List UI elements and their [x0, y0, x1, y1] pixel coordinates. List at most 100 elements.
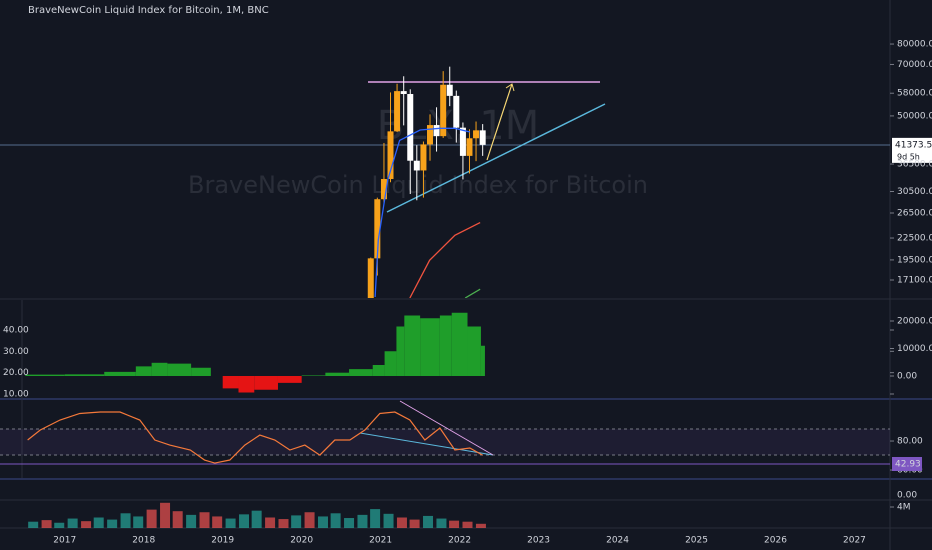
volume-bar — [146, 509, 157, 528]
rsi-trend-low — [359, 432, 494, 456]
price-badge — [892, 137, 932, 152]
y-tick-label: 17100.00 — [897, 275, 932, 285]
rsi-band — [0, 429, 890, 455]
candle-body — [400, 91, 407, 95]
volume-bar — [265, 517, 276, 528]
candle-body — [367, 258, 374, 298]
countdown: 9d 5h — [897, 152, 920, 161]
x-tick-label: 2021 — [369, 536, 392, 546]
candle-body — [440, 84, 447, 137]
volume-bar — [133, 516, 144, 528]
histogram-area — [25, 374, 65, 376]
volume-bar — [409, 519, 420, 528]
y-tick-label: 10.00 — [3, 389, 29, 399]
y-tick-label: 4M — [897, 502, 911, 512]
histogram-area — [404, 315, 421, 376]
candle-body — [446, 84, 453, 96]
histogram-area — [480, 345, 485, 376]
y-tick-label: 40.00 — [3, 325, 29, 335]
volume-bar — [199, 512, 210, 528]
y-tick-label: 22500.00 — [897, 234, 932, 244]
volume-bar — [278, 519, 289, 528]
x-tick-label: 2025 — [685, 536, 708, 546]
candle-body — [413, 160, 420, 171]
histogram-area — [451, 312, 468, 376]
volume-bar — [54, 522, 65, 528]
candle-body — [433, 125, 440, 137]
volume-bar — [93, 517, 104, 528]
candle-body — [453, 95, 460, 128]
x-tick-label: 2023 — [527, 536, 550, 546]
volume-bar — [357, 514, 368, 528]
histogram-area — [372, 364, 385, 376]
histogram-area — [135, 366, 152, 376]
y-tick-label: 30.00 — [3, 347, 29, 357]
volume-bar — [172, 511, 183, 528]
histogram-area — [277, 375, 302, 383]
volume-bar — [304, 512, 315, 528]
volume-bar — [81, 521, 92, 528]
volume-bar — [396, 517, 407, 528]
volume-bar — [436, 518, 447, 528]
histogram-area — [254, 375, 278, 390]
x-tick-label: 2027 — [843, 536, 866, 546]
last-price: 41373.55 — [895, 140, 932, 150]
y-tick-label: 26500.00 — [897, 208, 932, 218]
candle-body — [459, 127, 466, 156]
y-tick-label: 10000.00 — [897, 344, 932, 354]
histogram-area — [439, 315, 452, 376]
volume-bar — [317, 516, 328, 528]
histogram-area — [384, 351, 397, 376]
histogram-area — [420, 318, 440, 376]
y-tick-label: 30500.00 — [897, 187, 932, 197]
histogram-area — [167, 363, 192, 376]
histogram-area — [104, 371, 136, 376]
candle-body — [479, 130, 486, 145]
empty-panel-tick: 0.00 — [897, 491, 917, 501]
panel — [25, 312, 485, 393]
y-tick-label: 0.00 — [897, 371, 917, 381]
histogram-area — [349, 369, 373, 376]
volume-bar — [186, 514, 197, 528]
volume-bar — [120, 513, 131, 528]
y-tick-label: 70000.00 — [897, 60, 932, 70]
moving-average — [374, 127, 471, 298]
candle-body — [394, 91, 401, 132]
y-tick-label: 20.00 — [3, 368, 29, 378]
x-tick-label: 2017 — [53, 536, 76, 546]
moving-average — [409, 221, 481, 298]
watermark: BraveNewCoin Liquid Index for Bitcoin — [188, 171, 648, 199]
volume-bar — [251, 510, 262, 528]
candle-body — [420, 144, 427, 171]
y-tick-label: 19500.00 — [897, 255, 932, 265]
volume-bar — [67, 518, 78, 528]
histogram-area — [301, 375, 326, 376]
value-badge — [892, 457, 922, 471]
x-tick-label: 2018 — [132, 536, 155, 546]
histogram-area — [396, 326, 405, 376]
volume-bar — [28, 521, 39, 528]
histogram-area — [191, 367, 211, 376]
y-tick-label: 20000.00 — [897, 316, 932, 326]
candle-body — [426, 125, 433, 145]
last-value: 42.93 — [895, 460, 921, 470]
y-tick-label: 50000.00 — [897, 111, 932, 121]
x-tick-label: 2020 — [290, 536, 313, 546]
volume-bar — [475, 523, 486, 528]
histogram-area — [238, 375, 255, 393]
candle-body — [374, 199, 381, 259]
candle-body — [473, 130, 480, 139]
panel — [28, 502, 486, 528]
histogram-area — [467, 326, 481, 376]
volume-bar — [107, 519, 118, 528]
y-tick-label: 36500.00 — [897, 160, 932, 170]
volume-bar — [330, 513, 341, 528]
histogram-area — [151, 362, 168, 376]
y-tick-label: 80.00 — [897, 437, 923, 447]
candle-body — [380, 178, 387, 200]
candle-body — [387, 131, 394, 179]
volume-bar — [344, 518, 355, 528]
volume-bar — [462, 521, 473, 528]
countdown-bg — [892, 150, 932, 163]
